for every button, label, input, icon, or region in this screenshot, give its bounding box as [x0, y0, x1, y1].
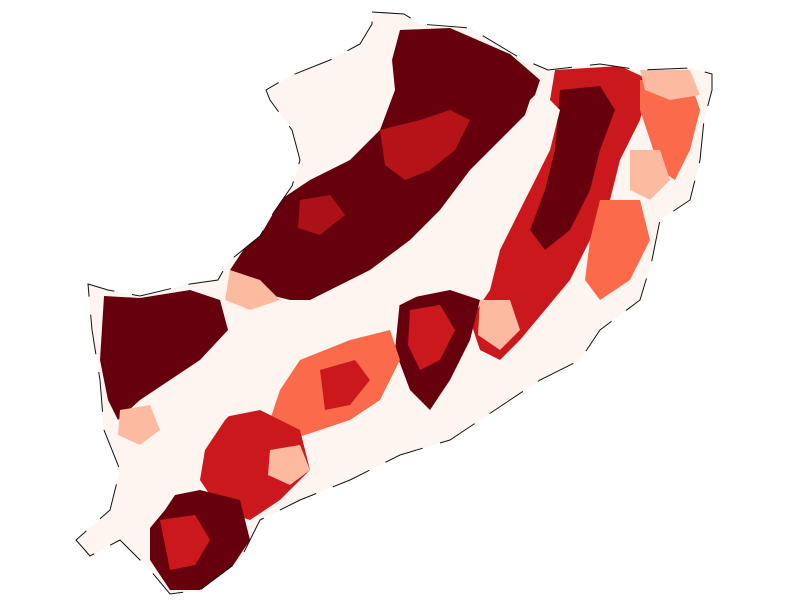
- class-2-transitions: [118, 70, 700, 485]
- class-5-northwest: [100, 28, 540, 420]
- region-boundary: [75, 11, 713, 595]
- river-valley: [100, 90, 560, 560]
